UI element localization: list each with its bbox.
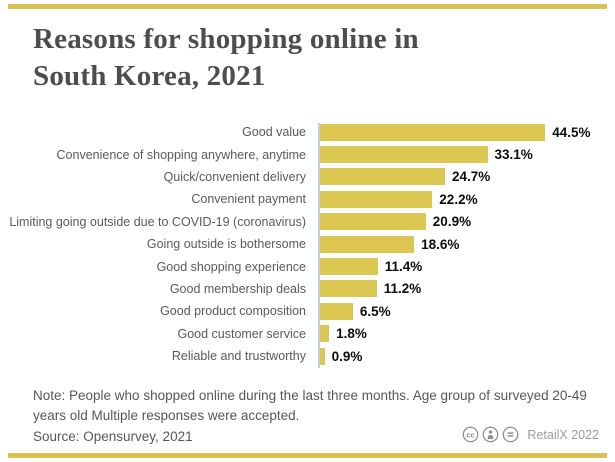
bar-value: 24.7% <box>452 169 491 185</box>
bottom-gold-rule <box>8 453 607 458</box>
bar <box>320 168 445 186</box>
bar-track: 20.9% <box>312 213 615 231</box>
bar-track: 22.2% <box>312 190 615 208</box>
bar-label: Good shopping experience <box>156 259 306 274</box>
source-text: Source: Opensurvey, 2021 <box>33 429 193 444</box>
bar-track: 0.9% <box>312 347 615 365</box>
bar-track: 18.6% <box>312 235 615 253</box>
page-title: Reasons for shopping online in South Kor… <box>33 23 419 92</box>
bar-row: Limiting going outside due to COVID-19 (… <box>0 211 615 233</box>
bar-row: Good membership deals 11.2% <box>0 278 615 300</box>
bar-value: 20.9% <box>432 214 472 230</box>
bar-track: 33.1% <box>312 146 615 164</box>
bar <box>320 213 426 231</box>
bar-label: Convenience of shopping anywhere, anytim… <box>56 147 306 162</box>
bar-track: 44.5% <box>312 123 615 141</box>
bar-value: 33.1% <box>494 147 533 163</box>
cc-icon: cc <box>462 426 479 443</box>
bar-track: 6.5% <box>312 302 615 320</box>
attribution-icon <box>482 426 499 443</box>
bar-value: 11.2% <box>383 281 422 297</box>
bar-label: Convenient payment <box>191 192 306 207</box>
bar <box>320 325 330 343</box>
bar-label: Good membership deals <box>169 281 306 296</box>
bar-track: 11.4% <box>312 258 615 276</box>
bar-label: Going outside is bothersome <box>146 237 306 252</box>
note-text: Note: People who shopped online during t… <box>33 388 587 423</box>
bar <box>320 235 415 253</box>
bar <box>320 146 488 164</box>
credit-label: RetailX 2022 <box>527 427 599 442</box>
bar-label: Reliable and trustworthy <box>171 349 306 364</box>
bar-value: 6.5% <box>359 303 391 319</box>
footnote-block: Note: People who shopped online during t… <box>33 386 599 447</box>
bar-label: Good customer service <box>177 326 306 341</box>
bar-row: Good customer service 1.8% <box>0 323 615 345</box>
credit: cc RetailX 2022 <box>462 426 599 443</box>
no-derivatives-icon <box>502 426 519 443</box>
bar <box>320 123 546 141</box>
bar-label: Good value <box>242 125 306 140</box>
bar-label: Limiting going outside due to COVID-19 (… <box>9 214 306 229</box>
bar-row: Good product composition 6.5% <box>0 300 615 322</box>
bar-rows: Good value 44.5% Convenience of shopping a… <box>0 121 615 367</box>
bar <box>320 280 377 298</box>
top-gold-rule <box>8 4 607 9</box>
bar <box>320 258 378 276</box>
bar-row: Quick/convenient delivery 24.7% <box>0 166 615 188</box>
bar-row: Convenience of shopping anywhere, anytim… <box>0 143 615 165</box>
bar-value: 11.4% <box>384 259 423 275</box>
bar-row: Good shopping experience 11.4% <box>0 255 615 277</box>
bar-value: 18.6% <box>421 236 460 252</box>
axis-line <box>318 123 320 368</box>
svg-text:cc: cc <box>467 430 475 439</box>
bar-label: Quick/convenient delivery <box>163 169 306 184</box>
bar-row: Convenient payment 22.2% <box>0 188 615 210</box>
bar-track: 24.7% <box>312 168 615 186</box>
bar-value: 0.9% <box>331 348 363 364</box>
bar-label: Good product composition <box>160 304 306 319</box>
bar <box>320 302 353 320</box>
bar-track: 11.2% <box>312 280 615 298</box>
bar <box>320 347 325 365</box>
bar-track: 1.8% <box>312 325 615 343</box>
bar-row: Going outside is bothersome 18.6% <box>0 233 615 255</box>
bar <box>320 190 433 208</box>
bar-value: 1.8% <box>336 326 367 342</box>
bar-chart: Good value 44.5% Convenience of shopping a… <box>0 121 615 368</box>
bar-value: 44.5% <box>552 124 591 140</box>
bar-row: Good value 44.5% <box>0 121 615 143</box>
bar-row: Reliable and trustworthy 0.9% <box>0 345 615 367</box>
bar-value: 22.2% <box>439 191 478 207</box>
